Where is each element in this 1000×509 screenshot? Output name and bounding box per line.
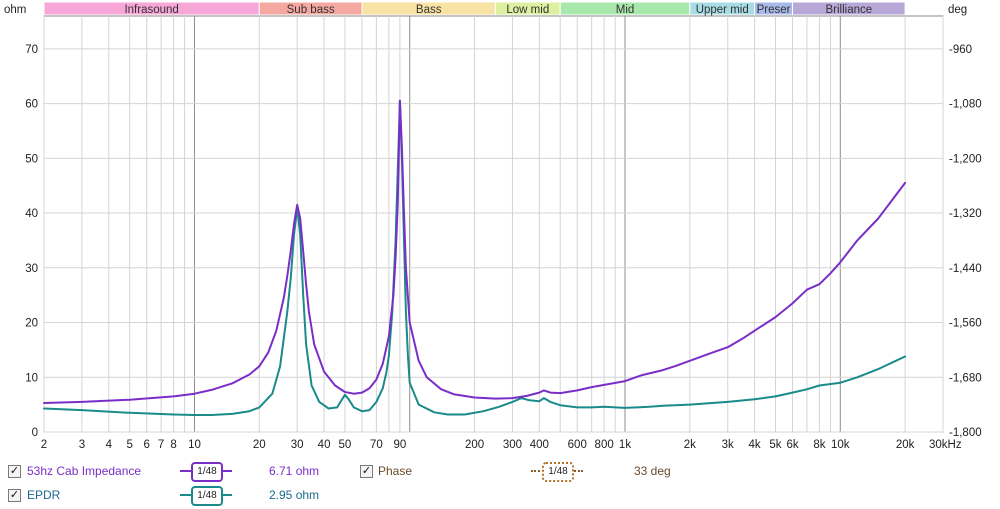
- series3-checkbox[interactable]: ✓: [360, 465, 373, 478]
- x-tick-label: 30: [291, 439, 304, 451]
- series2-checkbox[interactable]: ✓: [8, 489, 21, 502]
- x-tick-label: 30kHz: [929, 439, 962, 451]
- x-tick-label: 400: [530, 439, 549, 451]
- x-tick-label: 6k: [786, 439, 798, 451]
- x-tick-label: 200: [465, 439, 484, 451]
- y2-tick-label: -1,680: [949, 372, 982, 384]
- series-lines: [43, 99, 907, 416]
- band-label-6: Preser: [757, 4, 791, 16]
- y-tick-label: 30: [25, 263, 38, 275]
- x-tick-label: 50: [339, 439, 352, 451]
- x-tick-label: 600: [568, 439, 587, 451]
- y2-axis-label: deg: [948, 4, 967, 16]
- x-tick-label: 4k: [749, 439, 761, 451]
- band-label-0: Infrasound: [124, 4, 178, 16]
- x-tick-label: 4: [106, 439, 113, 451]
- y-tick-label: 40: [25, 208, 38, 220]
- plot-area[interactable]: [43, 15, 944, 433]
- impedance-chart[interactable]: Infrasound Sub bass Bass Low mid Mid Upper mi…: [0, 0, 1000, 460]
- y2-tick-label: -1,800: [949, 427, 982, 439]
- band-label-3: Low mid: [506, 4, 549, 16]
- x-tick-label: 800: [595, 439, 614, 451]
- band-7: [792, 1, 906, 16]
- y2-tick-label: -1,080: [949, 99, 982, 111]
- y-tick-label: 60: [25, 99, 38, 111]
- x-tick-label: 90: [393, 439, 406, 451]
- series1-label: 53hz Cab Impedance: [27, 464, 142, 478]
- band-label-1: Sub bass: [287, 4, 335, 16]
- y2-tick-label: -1,200: [949, 153, 982, 165]
- x-tick-label: 20: [253, 439, 266, 451]
- y2-tick-label: -1,320: [949, 208, 982, 220]
- series2-label: EPDR: [27, 488, 61, 502]
- x-tick-label: 3k: [722, 439, 734, 451]
- series3-label: Phase: [378, 464, 413, 478]
- x-tick-label: 10: [188, 439, 201, 451]
- series1-value: 6.71 ohm: [269, 464, 320, 478]
- band-label-2: Bass: [416, 4, 442, 16]
- series1-checkbox[interactable]: ✓: [8, 465, 21, 478]
- y2-tick-label: -960: [949, 44, 972, 56]
- axes: 0 10 20 30 40 50 60 70 -960 -1,080 -1,200 -1,320 -1,…: [25, 44, 981, 451]
- x-tick-label: 2k: [684, 439, 696, 451]
- x-tick-label: 300: [503, 439, 522, 451]
- y-tick-label: 20: [25, 318, 38, 330]
- series2-value: 2.95 ohm: [269, 488, 320, 502]
- x-tick-label: 2: [41, 439, 47, 451]
- y2-tick-label: -1,560: [949, 318, 982, 330]
- x-tick-label: 40: [318, 439, 331, 451]
- x-tick-label: 5k: [769, 439, 781, 451]
- series1-smoothing[interactable]: 1/48: [191, 462, 223, 482]
- x-tick-label: 7: [158, 439, 164, 451]
- x-tick-label: 10k: [831, 439, 850, 451]
- x-tick-label: 1k: [619, 439, 631, 451]
- band-label-4: Mid: [616, 4, 635, 16]
- y-tick-label: 10: [25, 372, 38, 384]
- x-tick-label: 70: [370, 439, 383, 451]
- legend-row-1: ✓ 53hz Cab Impedance 1/48 6.71 ohm ✓ Pha…: [0, 462, 1000, 482]
- series3-value: 33 deg: [634, 464, 671, 478]
- y-tick-label: 0: [32, 427, 38, 439]
- x-tick-label: 6: [144, 439, 150, 451]
- y-tick-label: 70: [25, 44, 38, 56]
- series3-smoothing[interactable]: 1/48: [542, 462, 574, 482]
- series2-smoothing[interactable]: 1/48: [191, 486, 223, 506]
- x-tick-label: 8: [170, 439, 176, 451]
- band-label-5: Upper mid: [696, 4, 749, 16]
- legend-row-2: ✓ EPDR 1/48 2.95 ohm: [0, 486, 1000, 506]
- x-tick-label: 5: [126, 439, 132, 451]
- frequency-bands: Infrasound Sub bass Bass Low mid Mid Upper mi…: [43, 1, 906, 16]
- x-tick-label: 3: [79, 439, 85, 451]
- grid: [43, 16, 944, 433]
- band-label-7: Brilliance: [825, 4, 872, 16]
- x-tick-label: 20k: [896, 439, 915, 451]
- series-impedance-line: [43, 99, 907, 404]
- y-tick-label: 50: [25, 153, 38, 165]
- x-tick-label: 8k: [813, 439, 825, 451]
- y2-tick-label: -1,440: [949, 263, 982, 275]
- y-axis-label: ohm: [4, 4, 26, 16]
